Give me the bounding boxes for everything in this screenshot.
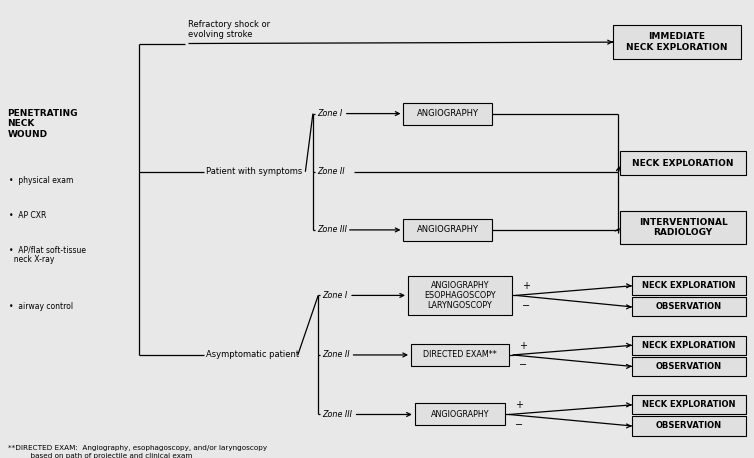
Text: Zone III: Zone III	[322, 410, 352, 419]
Text: Zone I: Zone I	[317, 109, 342, 118]
Text: based on path of projectile and clinical exam: based on path of projectile and clinical…	[8, 453, 192, 458]
Text: Zone II: Zone II	[317, 167, 345, 176]
Text: −: −	[519, 360, 527, 370]
FancyBboxPatch shape	[411, 344, 509, 366]
Text: +: +	[522, 281, 530, 291]
FancyBboxPatch shape	[620, 211, 746, 244]
Text: Zone II: Zone II	[322, 350, 350, 360]
Text: Patient with symptoms: Patient with symptoms	[206, 167, 302, 176]
FancyBboxPatch shape	[632, 395, 746, 414]
FancyBboxPatch shape	[632, 297, 746, 316]
FancyBboxPatch shape	[613, 25, 741, 59]
Text: Zone III: Zone III	[317, 225, 347, 234]
Text: •  AP CXR: • AP CXR	[9, 211, 47, 220]
FancyBboxPatch shape	[632, 336, 746, 355]
FancyBboxPatch shape	[403, 103, 492, 125]
Text: DIRECTED EXAM**: DIRECTED EXAM**	[423, 350, 497, 360]
Text: **DIRECTED EXAM:  Angiography, esophagoscopy, and/or laryngoscopy: **DIRECTED EXAM: Angiography, esophagosc…	[8, 445, 267, 451]
Text: NECK EXPLORATION: NECK EXPLORATION	[642, 341, 736, 350]
FancyBboxPatch shape	[415, 403, 505, 425]
Text: ANGIOGRAPHY
ESOPHAGOSCOPY
LARYNGOSCOPY: ANGIOGRAPHY ESOPHAGOSCOPY LARYNGOSCOPY	[425, 280, 495, 311]
Text: ANGIOGRAPHY: ANGIOGRAPHY	[417, 225, 479, 234]
FancyBboxPatch shape	[632, 276, 746, 295]
FancyBboxPatch shape	[632, 416, 746, 436]
Text: −: −	[522, 301, 530, 311]
Text: Asymptomatic patient: Asymptomatic patient	[206, 350, 299, 360]
Text: OBSERVATION: OBSERVATION	[656, 362, 722, 371]
Text: IMMEDIATE
NECK EXPLORATION: IMMEDIATE NECK EXPLORATION	[627, 33, 728, 52]
FancyBboxPatch shape	[620, 151, 746, 175]
Text: ANGIOGRAPHY: ANGIOGRAPHY	[417, 109, 479, 118]
Text: Zone I: Zone I	[322, 291, 347, 300]
Text: +: +	[515, 400, 523, 410]
Text: •  airway control: • airway control	[9, 302, 73, 311]
Text: NECK EXPLORATION: NECK EXPLORATION	[633, 158, 734, 168]
Text: •  physical exam: • physical exam	[9, 176, 73, 185]
Text: ANGIOGRAPHY: ANGIOGRAPHY	[431, 410, 489, 419]
Text: OBSERVATION: OBSERVATION	[656, 421, 722, 431]
FancyBboxPatch shape	[632, 357, 746, 376]
Text: NECK EXPLORATION: NECK EXPLORATION	[642, 400, 736, 409]
Text: NECK EXPLORATION: NECK EXPLORATION	[642, 281, 736, 290]
Text: −: −	[515, 420, 523, 430]
Text: OBSERVATION: OBSERVATION	[656, 302, 722, 311]
Text: •  AP/flat soft-tissue
  neck X-ray: • AP/flat soft-tissue neck X-ray	[9, 245, 86, 264]
Text: Refractory shock or
evolving stroke: Refractory shock or evolving stroke	[188, 20, 271, 39]
FancyBboxPatch shape	[408, 276, 512, 315]
FancyBboxPatch shape	[403, 219, 492, 241]
Text: +: +	[519, 341, 527, 350]
Text: PENETRATING
NECK
WOUND: PENETRATING NECK WOUND	[8, 109, 78, 139]
Text: INTERVENTIONAL
RADIOLOGY: INTERVENTIONAL RADIOLOGY	[639, 218, 728, 237]
